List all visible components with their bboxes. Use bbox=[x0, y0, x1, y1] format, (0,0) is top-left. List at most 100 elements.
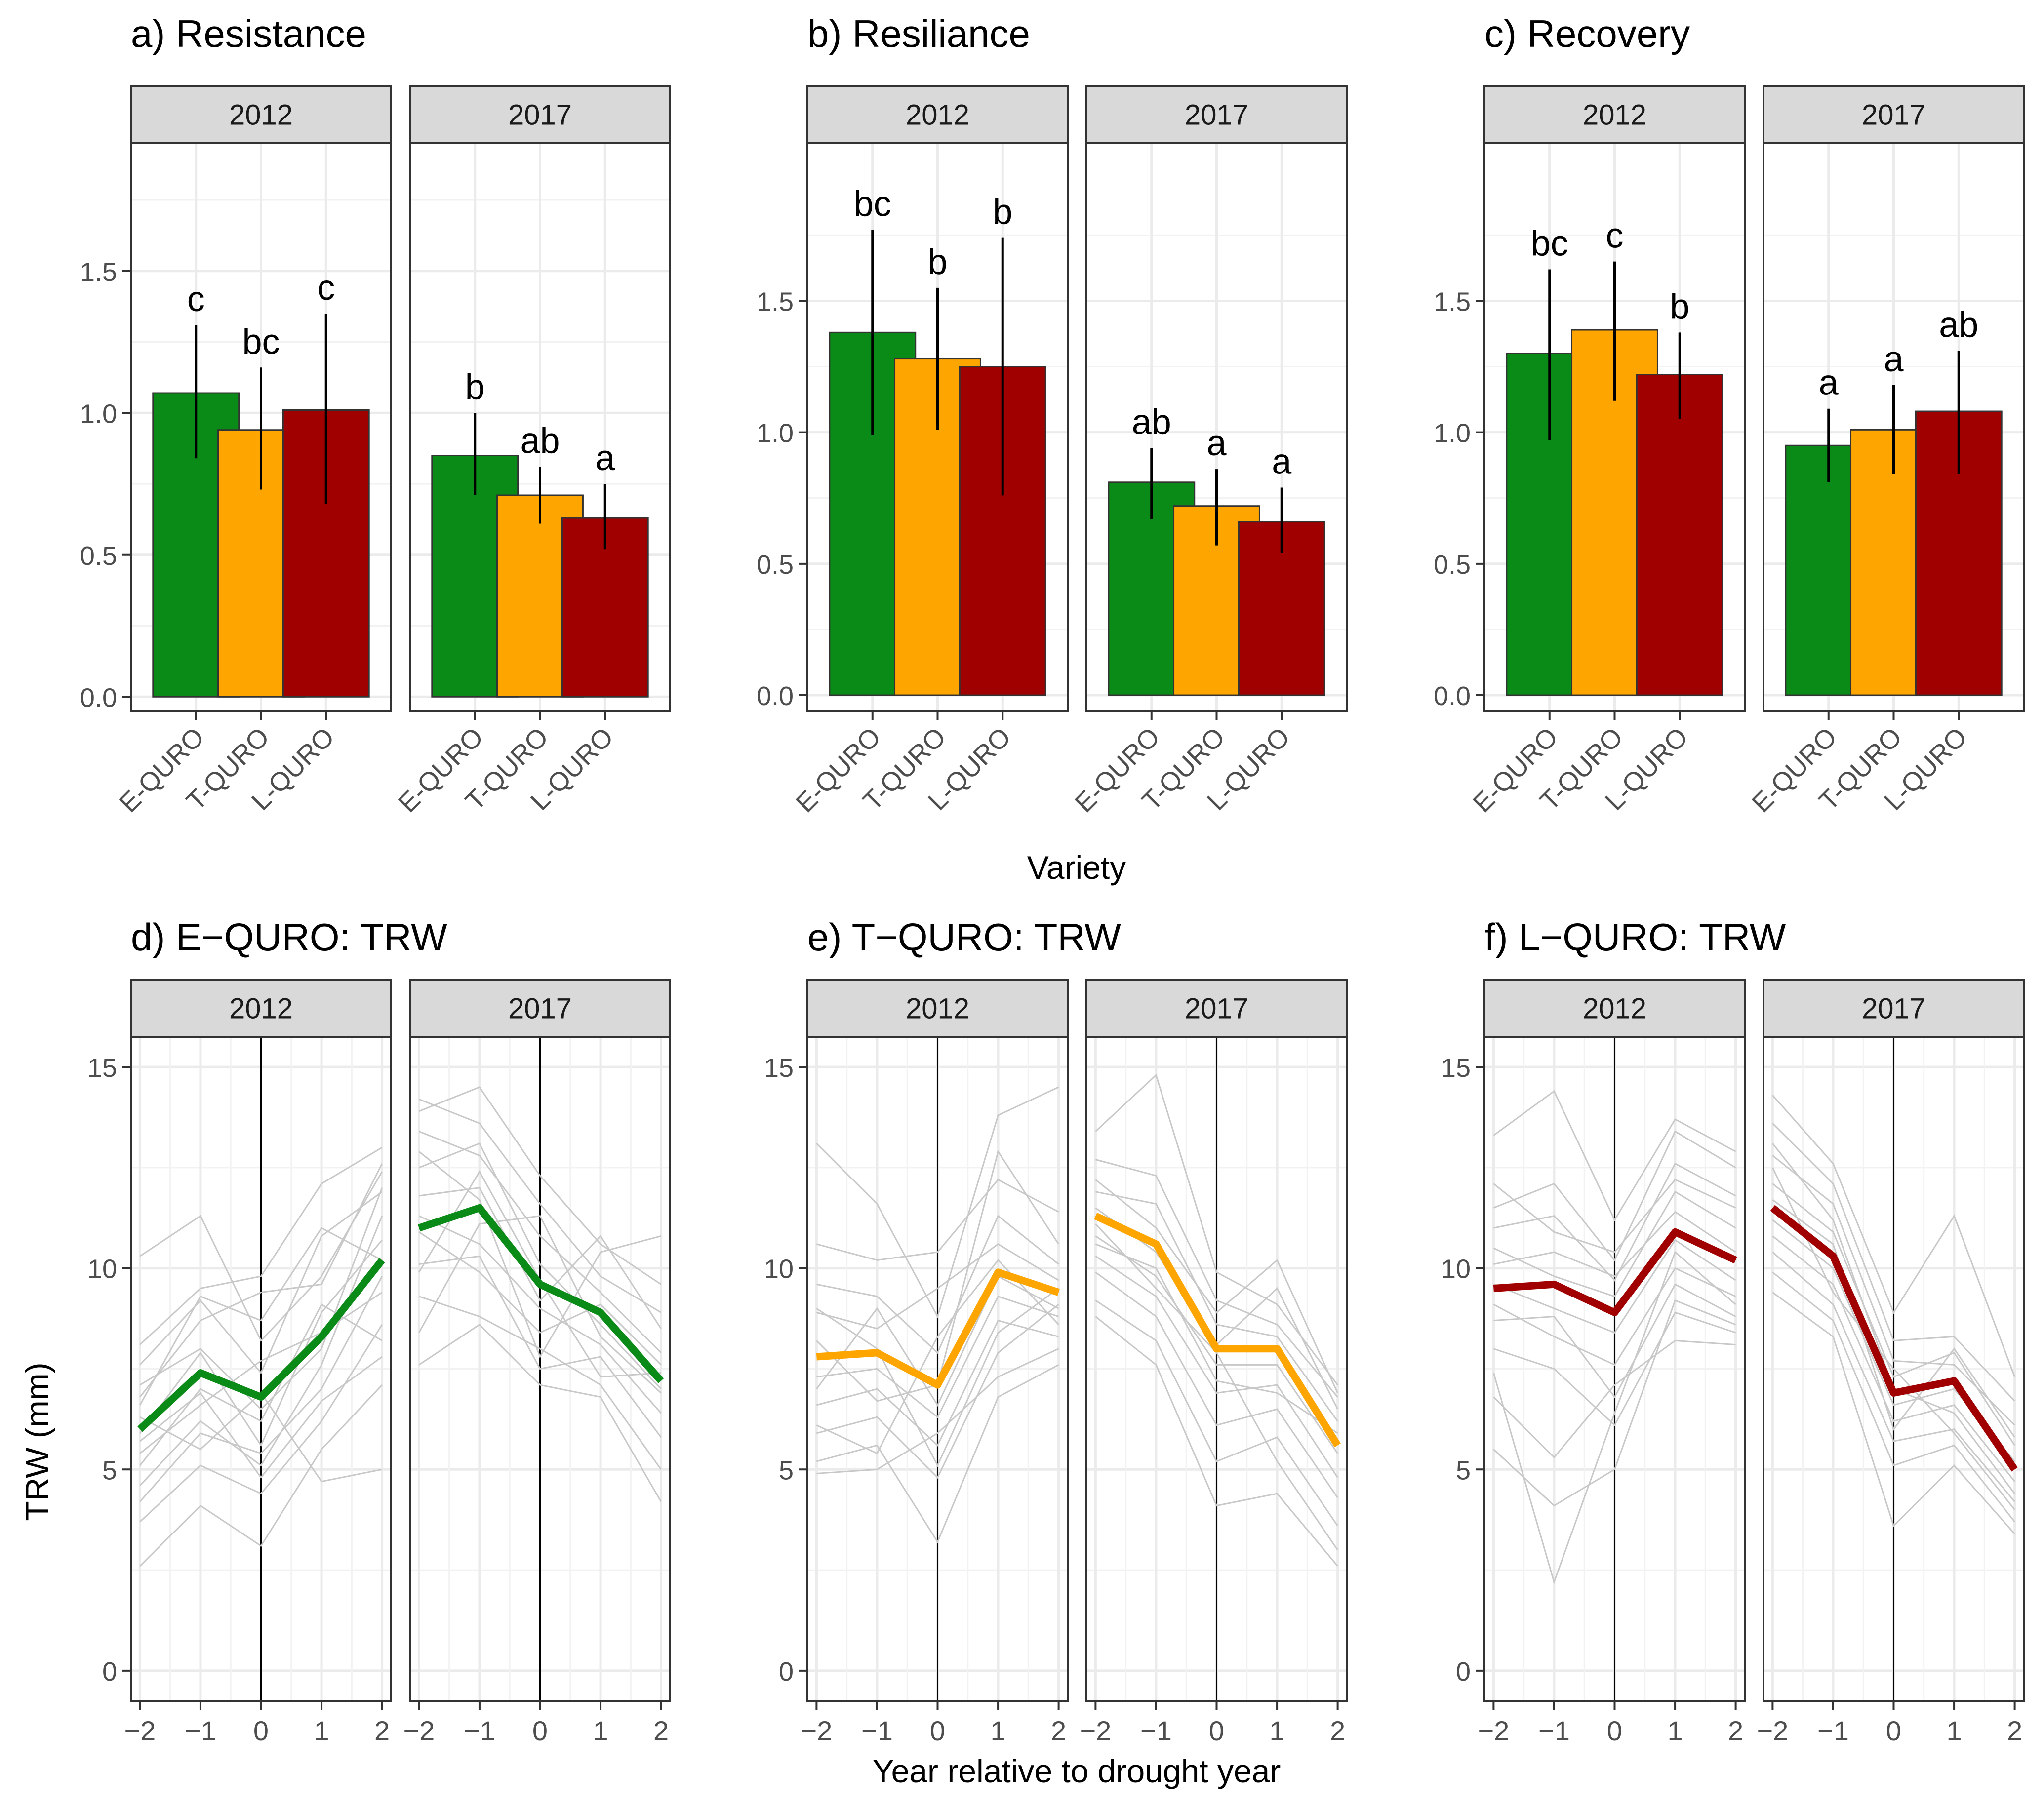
y-tick-label: 15 bbox=[87, 1053, 117, 1083]
tree-series-line bbox=[1095, 1159, 1338, 1398]
facet-strip bbox=[130, 85, 392, 144]
x-tick-label: −1 bbox=[185, 1715, 216, 1746]
tree-series-line bbox=[139, 1239, 383, 1447]
panel-border bbox=[1483, 1036, 1746, 1702]
x-tick-label: 0 bbox=[1886, 1715, 1901, 1746]
tree-series-line bbox=[1493, 1239, 1736, 1334]
tree-series-line bbox=[1095, 1243, 1338, 1434]
significance-letter: ab bbox=[1939, 306, 1978, 345]
tree-series-line bbox=[139, 1356, 383, 1479]
tree-series-line bbox=[139, 1276, 383, 1502]
x-tick-label: 1 bbox=[593, 1715, 608, 1746]
tree-series-line bbox=[1772, 1271, 2015, 1523]
chart-title: c) Recovery bbox=[1484, 12, 1690, 55]
chart-1: a) Resistance0.00.51.01.52012cE-QURObcT-… bbox=[80, 12, 671, 818]
facet-strip-label: 2017 bbox=[508, 993, 572, 1025]
y-tick-label: 10 bbox=[1441, 1255, 1471, 1284]
y-tick-label: 5 bbox=[779, 1455, 794, 1485]
x-tick-label: 0 bbox=[1607, 1715, 1622, 1746]
facet-strip bbox=[1085, 979, 1348, 1038]
y-tick-label: 5 bbox=[102, 1455, 117, 1485]
facet-strip-label: 2012 bbox=[1583, 993, 1646, 1025]
y-tick-label: 0.5 bbox=[1434, 550, 1471, 580]
x-tick-label: −2 bbox=[1757, 1715, 1788, 1746]
y-tick-label: 15 bbox=[1441, 1053, 1471, 1083]
significance-letter: bc bbox=[242, 322, 280, 361]
tree-series-line bbox=[1493, 1267, 1736, 1366]
facet-2012: 2012 −2 −1 0 1 2 bbox=[124, 979, 392, 1746]
facet-strip-label: 2012 bbox=[1583, 99, 1646, 131]
x-tick-label: 2 bbox=[653, 1715, 669, 1746]
tree-series-line bbox=[1493, 1311, 1736, 1427]
panel-border bbox=[130, 1036, 392, 1702]
tree-series-line bbox=[1095, 1223, 1338, 1551]
facet-strip bbox=[409, 979, 671, 1038]
tree-series-line bbox=[1095, 1073, 1338, 1386]
x-tick-label: 1 bbox=[314, 1715, 329, 1746]
x-tick-label: 1 bbox=[1269, 1715, 1284, 1746]
x-tick-label: −2 bbox=[801, 1715, 832, 1746]
facet-strip bbox=[1085, 85, 1348, 144]
y-tick-label: 0 bbox=[779, 1657, 794, 1687]
y-tick-label: 1.0 bbox=[1434, 419, 1471, 448]
y-tick-label: 0.0 bbox=[757, 681, 794, 711]
tree-series-line bbox=[1772, 1183, 2015, 1446]
tree-series-line bbox=[1493, 1339, 1736, 1459]
significance-letter: bc bbox=[1531, 224, 1568, 264]
panel-border bbox=[806, 142, 1069, 712]
tree-series-line bbox=[816, 1295, 1059, 1418]
tree-series-line bbox=[1095, 1179, 1338, 1394]
chart-title: d) E−QURO: TRW bbox=[131, 915, 447, 959]
y-tick-label: 0 bbox=[1456, 1657, 1471, 1687]
facet-strip-label: 2012 bbox=[906, 99, 969, 131]
significance-letter: b bbox=[993, 193, 1012, 232]
facet-2017: 2017 −2 −1 0 1 2 bbox=[1757, 979, 2025, 1746]
facet-2017: 2017 −2 −1 0 1 2 bbox=[403, 979, 671, 1746]
tree-series-line bbox=[1772, 1292, 2015, 1534]
y-tick-label: 0.0 bbox=[1434, 681, 1471, 711]
x-tick-label: 1 bbox=[990, 1715, 1005, 1746]
facet-strip-label: 2012 bbox=[906, 993, 969, 1025]
tree-series-line bbox=[1772, 1167, 2015, 1510]
tree-series-line bbox=[139, 1324, 383, 1523]
tree-series-line bbox=[139, 1384, 383, 1567]
facet-strip bbox=[1763, 979, 2025, 1038]
mean-series-line bbox=[1493, 1228, 1737, 1316]
x-tick-label: 1 bbox=[1667, 1715, 1683, 1746]
y-tick-label: 0.5 bbox=[80, 541, 117, 571]
x-tick-label: −1 bbox=[1538, 1715, 1570, 1746]
chart-5: e) T−QURO: TRW 0 5 10 15 2012 −2 −1 0 1 2 2017 −2 −1 0… bbox=[764, 915, 1348, 1746]
tree-series-line bbox=[1493, 1162, 1736, 1282]
significance-letter: b bbox=[927, 242, 947, 282]
chart-title: e) T−QURO: TRW bbox=[807, 915, 1121, 959]
x-tick-label: −1 bbox=[1140, 1715, 1172, 1746]
facet-strip bbox=[1483, 979, 1746, 1038]
facet-strip bbox=[806, 979, 1069, 1038]
tree-series-line bbox=[1493, 1283, 1736, 1399]
significance-letter: b bbox=[465, 367, 485, 407]
x-tick-label: −1 bbox=[861, 1715, 893, 1746]
x-axis-title-year: Year relative to drought year bbox=[873, 1753, 1281, 1789]
facet-strip-label: 2017 bbox=[508, 99, 572, 131]
tree-series-line bbox=[1095, 1191, 1338, 1422]
tree-series-line bbox=[1493, 1179, 1736, 1253]
x-tick-label: −2 bbox=[124, 1715, 156, 1746]
tree-series-line bbox=[1493, 1211, 1736, 1277]
tree-series-line bbox=[139, 1163, 383, 1398]
tree-series-line bbox=[1095, 1256, 1338, 1478]
x-tick-label: 2 bbox=[2007, 1715, 2022, 1746]
tree-series-line bbox=[139, 1191, 383, 1375]
significance-letter: c bbox=[187, 279, 205, 319]
facet-strip-label: 2017 bbox=[1185, 993, 1248, 1025]
chart-2: b) Resiliance0.00.51.01.52012bcE-QURObT-… bbox=[757, 12, 1348, 818]
tree-series-line bbox=[816, 1243, 1059, 1330]
tree-series-line bbox=[1772, 1123, 2015, 1402]
facet-2017: 2017 −2 −1 0 1 2 bbox=[1080, 979, 1348, 1746]
x-tick-label: 2 bbox=[374, 1715, 390, 1746]
chart-title: f) L−QURO: TRW bbox=[1484, 915, 1786, 959]
tree-series-line bbox=[139, 1146, 383, 1345]
tree-series-line bbox=[1493, 1190, 1736, 1297]
